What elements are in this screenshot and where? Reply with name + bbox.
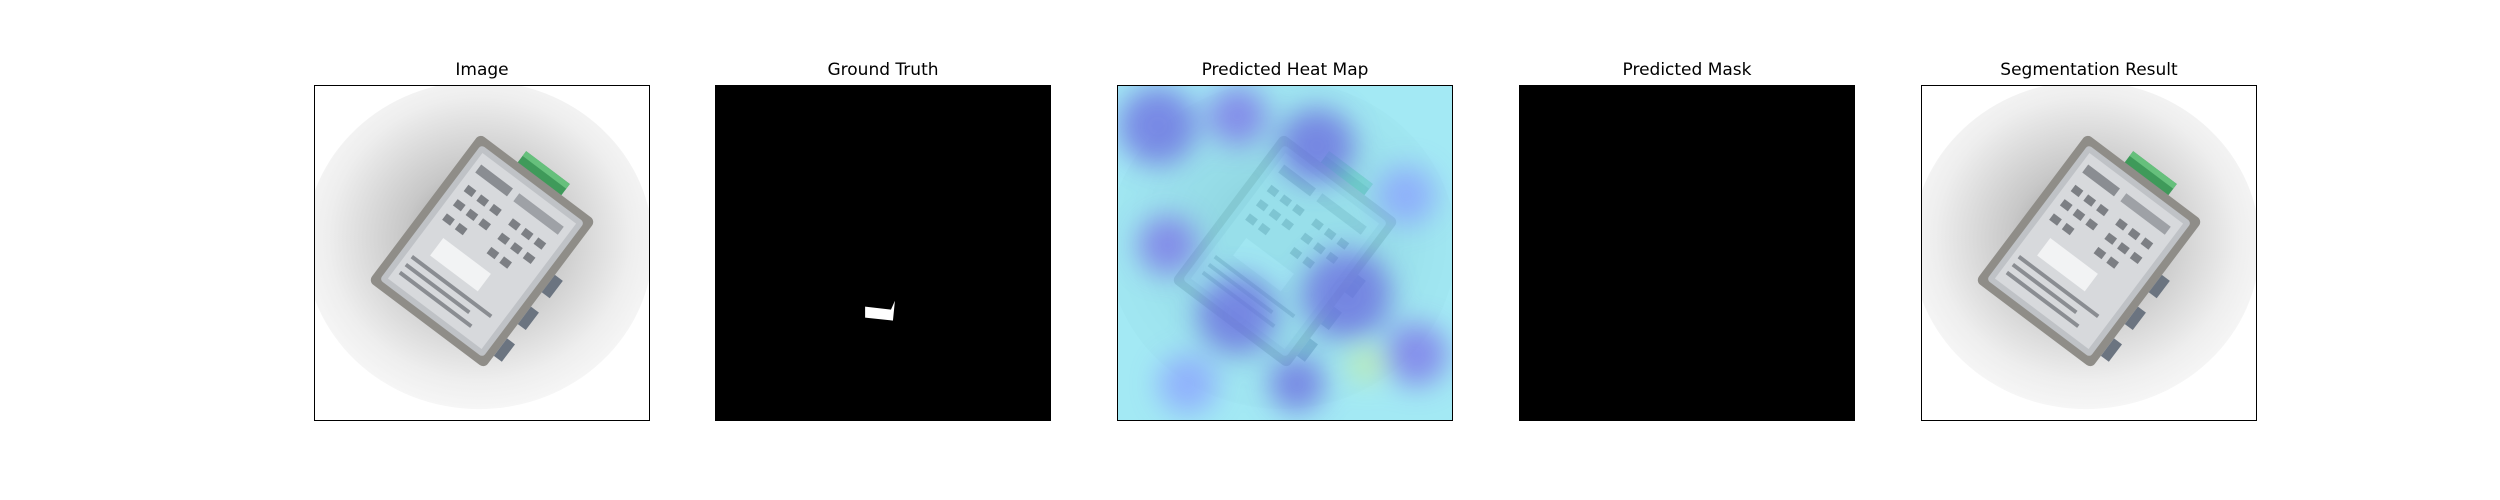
panel-title: Predicted Heat Map [1201,60,1369,80]
panel-title: Predicted Mask [1622,60,1752,80]
panel-title: Ground Truth [827,60,939,80]
panel-title: Image [455,60,509,80]
panel-title: Segmentation Result [2000,60,2178,80]
panel-image: Image [314,58,650,421]
defect-region [865,300,895,321]
panel-ground-truth: Ground Truth [715,58,1051,421]
panel-heat-map: Predicted Heat Map [1117,58,1453,421]
ground-truth-mask [716,86,1050,420]
predicted-mask [1520,86,1854,420]
panel-segmentation-result: Segmentation Result [1921,58,2257,421]
panel-predicted-mask: Predicted Mask [1519,58,1855,421]
image-frame [314,85,650,421]
segmentation-frame [1921,85,2257,421]
ground-truth-frame [715,85,1051,421]
heat-map-frame [1117,85,1453,421]
heat-map-image [1118,86,1452,420]
predicted-mask-frame [1519,85,1855,421]
segmentation-image [1922,86,2256,420]
input-image [315,86,649,420]
